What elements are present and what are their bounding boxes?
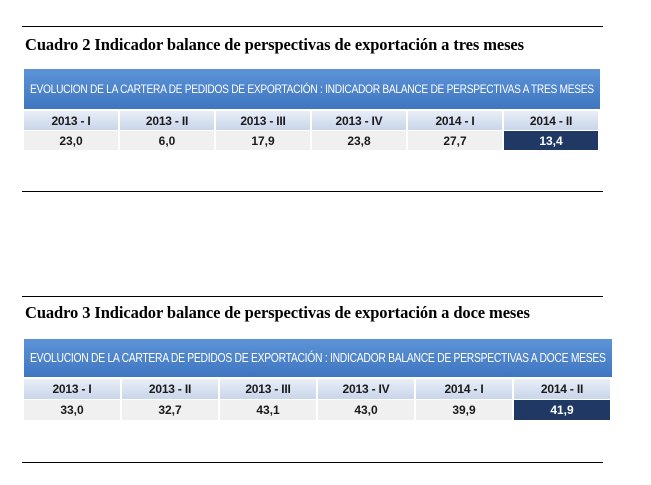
bottom-rule-cuadro-3 <box>22 462 603 463</box>
value-cell: 33,0 <box>24 399 122 420</box>
period-header: 2014 - I <box>408 109 504 130</box>
cuadro-3-banner: EVOLUCION DE LA CARTERA DE PEDIDOS DE EX… <box>24 339 612 377</box>
top-rule-cuadro-2 <box>22 26 603 27</box>
value-cell: 39,9 <box>416 399 514 420</box>
highlighted-value-cell: 41,9 <box>514 399 612 420</box>
period-header: 2013 - I <box>24 377 122 399</box>
bottom-rule-cuadro-2 <box>22 191 603 192</box>
value-cell: 23,8 <box>312 130 408 150</box>
cuadro-3-value-row: 33,0 32,7 43,1 43,0 39,9 41,9 <box>24 399 612 420</box>
cuadro-2-header-row: 2013 - I 2013 - II 2013 - III 2013 - IV … <box>24 109 600 130</box>
period-header: 2014 - I <box>416 377 514 399</box>
cuadro-3-title: Cuadro 3 Indicador balance de perspectiv… <box>25 303 530 322</box>
period-header: 2013 - III <box>216 109 312 130</box>
top-rule-cuadro-3 <box>22 296 603 297</box>
period-header: 2014 - II <box>504 109 600 130</box>
period-header: 2014 - II <box>514 377 612 399</box>
period-header: 2013 - III <box>220 377 318 399</box>
cuadro-3-table: EVOLUCION DE LA CARTERA DE PEDIDOS DE EX… <box>24 339 612 420</box>
period-header: 2013 - II <box>120 109 216 130</box>
cuadro-2-title: Cuadro 2 Indicador balance de perspectiv… <box>25 35 524 54</box>
cuadro-2-banner: EVOLUCION DE LA CARTERA DE PEDIDOS DE EX… <box>24 69 600 109</box>
value-cell: 23,0 <box>24 130 120 150</box>
period-header: 2013 - IV <box>318 377 416 399</box>
cuadro-3-header-row: 2013 - I 2013 - II 2013 - III 2013 - IV … <box>24 377 612 399</box>
highlighted-value-cell: 13,4 <box>504 130 600 150</box>
cuadro-2-value-row: 23,0 6,0 17,9 23,8 27,7 13,4 <box>24 130 600 150</box>
period-header: 2013 - IV <box>312 109 408 130</box>
value-cell: 17,9 <box>216 130 312 150</box>
value-cell: 6,0 <box>120 130 216 150</box>
value-cell: 43,1 <box>220 399 318 420</box>
period-header: 2013 - II <box>122 377 220 399</box>
period-header: 2013 - I <box>24 109 120 130</box>
value-cell: 43,0 <box>318 399 416 420</box>
cuadro-2-table: EVOLUCION DE LA CARTERA DE PEDIDOS DE EX… <box>24 69 600 150</box>
value-cell: 27,7 <box>408 130 504 150</box>
value-cell: 32,7 <box>122 399 220 420</box>
